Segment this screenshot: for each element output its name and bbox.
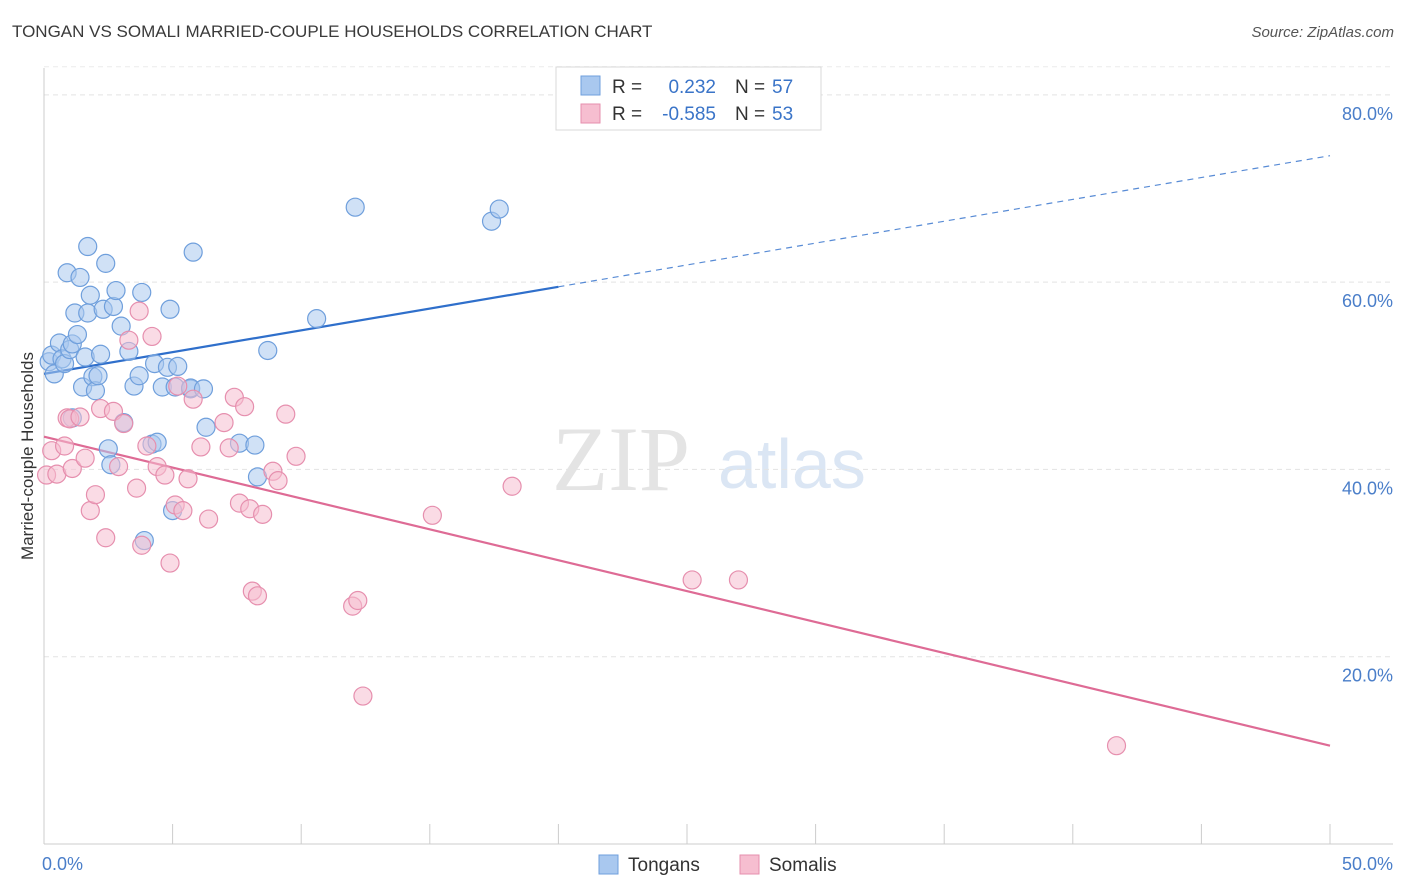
somalis-point	[178, 469, 198, 489]
somalis-point	[70, 407, 90, 427]
somalis-point	[119, 330, 139, 350]
somalis-point	[126, 478, 147, 498]
tongans-point	[67, 324, 88, 345]
bottom-swatch-somalis	[739, 854, 760, 875]
somalis-point	[268, 471, 288, 491]
x-tick-label-max: 50.0%	[1342, 854, 1393, 874]
legend-r-label-somalis: R =	[612, 104, 642, 125]
somalis-point	[62, 458, 82, 479]
bottom-legend-somalis: Somalis	[769, 855, 837, 876]
tongans-point	[132, 282, 152, 303]
tongans-point	[245, 435, 265, 455]
bottom-legend-tongans: Tongans	[628, 855, 700, 876]
source-label: Source: ZipAtlas.com	[1251, 24, 1394, 41]
somalis-point	[253, 504, 273, 524]
legend-r-label-tongans: R =	[612, 77, 642, 98]
somalis-point	[682, 570, 702, 590]
somalis-point	[214, 412, 234, 433]
somalis-point	[1106, 736, 1127, 756]
somalis-point	[85, 485, 106, 505]
somalis-point	[168, 376, 188, 396]
somalis-point	[54, 436, 75, 456]
somalis-point	[132, 535, 152, 555]
somalis-point	[183, 389, 203, 409]
somalis-point	[348, 590, 368, 611]
somalis-point	[108, 457, 129, 477]
tongans-point	[106, 280, 126, 301]
tongans-point	[160, 299, 180, 319]
legend-swatch-tongans	[580, 75, 601, 96]
somalis-point	[75, 448, 95, 468]
somalis-point	[286, 446, 306, 466]
somalis-point	[199, 509, 219, 529]
somalis-point	[96, 528, 116, 548]
somalis-point	[103, 401, 124, 421]
legend-n-value-tongans: 57	[772, 77, 793, 98]
tongans-point	[307, 309, 327, 329]
watermark-zip: ZIP	[552, 408, 690, 510]
trendline-tongans-projection	[558, 155, 1331, 288]
tongans-point	[80, 285, 100, 305]
y-tick-label: 60.0%	[1342, 291, 1393, 311]
legend-n-value-somalis: 53	[772, 104, 793, 125]
tongans-point	[78, 236, 98, 257]
somalis-point	[129, 301, 149, 321]
tongans-point	[103, 296, 124, 317]
somalis-point	[160, 553, 180, 573]
legend-n-label-tongans: N =	[735, 77, 765, 98]
tongans-point	[168, 356, 188, 376]
tongans-point	[489, 199, 509, 219]
somalis-point	[137, 436, 157, 456]
legend-r-value-somalis: -0.585	[662, 104, 716, 125]
trendline-somalis	[43, 435, 1331, 747]
watermark-atlas: atlas	[718, 425, 866, 503]
somalis-point	[502, 476, 522, 496]
bottom-swatch-tongans	[598, 854, 619, 875]
legend-r-value-tongans: 0.232	[668, 77, 716, 98]
tongans-point	[98, 439, 118, 459]
correlation-legend: R = 0.232 N = 57 R = -0.585 N = 53	[555, 66, 822, 131]
somalis-point	[114, 413, 134, 434]
tongans-point	[88, 366, 108, 386]
somalis-point	[173, 501, 193, 521]
y-tick-label: 80.0%	[1342, 104, 1393, 124]
somalis-point	[142, 326, 162, 347]
tongans-point	[258, 340, 278, 361]
tongans-point	[345, 197, 365, 217]
legend-swatch-somalis	[580, 103, 601, 124]
tongans-point	[70, 267, 90, 288]
somalis-point	[422, 505, 442, 525]
somalis-point	[235, 397, 255, 417]
tongans-point	[90, 344, 111, 364]
series-legend: Tongans Somalis	[598, 854, 837, 876]
somalis-point	[728, 570, 749, 590]
y-tick-label: 20.0%	[1342, 666, 1393, 686]
chart-title: TONGAN VS SOMALI MARRIED-COUPLE HOUSEHOL…	[12, 22, 653, 41]
tongans-point	[129, 366, 149, 386]
somalis-point	[155, 465, 175, 485]
somalis-point	[80, 501, 100, 521]
somalis-point	[247, 586, 268, 606]
somalis-point	[191, 437, 211, 457]
y-tick-label: 40.0%	[1342, 478, 1393, 498]
tongans-point	[96, 253, 116, 273]
somalis-point	[219, 438, 239, 458]
y-axis-label: Married-couple Households	[18, 352, 37, 560]
tongans-point	[183, 242, 203, 262]
legend-n-label-somalis: N =	[735, 104, 765, 125]
x-tick-label-min: 0.0%	[42, 854, 83, 874]
somalis-point	[276, 404, 296, 424]
somalis-point	[353, 686, 373, 706]
tongans-point	[196, 417, 216, 437]
